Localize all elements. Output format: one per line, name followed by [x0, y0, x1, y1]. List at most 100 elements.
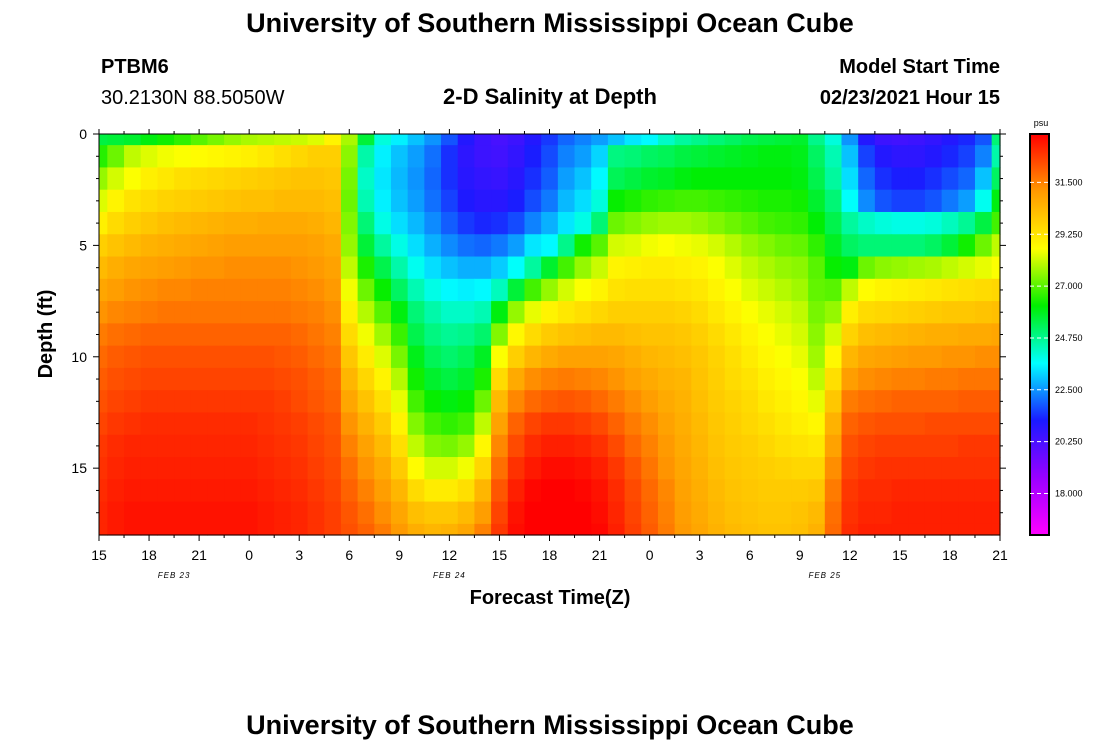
heatmap-cell — [424, 479, 442, 503]
heatmap-cell — [574, 345, 592, 369]
heatmap-cell — [207, 345, 225, 369]
heatmap-cell — [224, 501, 242, 525]
heatmap-cell — [574, 278, 592, 302]
heatmap-cell — [657, 189, 676, 213]
heatmap-cell — [190, 323, 209, 347]
heatmap-cell — [858, 390, 876, 414]
heatmap-cell — [557, 457, 576, 480]
heatmap-cell — [691, 278, 709, 302]
heatmap-cell — [791, 345, 809, 369]
heatmap-cell — [474, 479, 492, 503]
heatmap-cell — [340, 367, 359, 391]
x-tick-label: 15 — [892, 547, 908, 563]
heatmap-cell — [374, 345, 392, 369]
heatmap-cell — [257, 234, 275, 258]
heatmap-cell — [174, 323, 192, 347]
heatmap-cell — [307, 523, 325, 536]
heatmap-cell — [541, 457, 559, 480]
heatmap-cell — [574, 323, 592, 347]
heatmap-cell — [99, 145, 108, 169]
heatmap-cell — [657, 256, 676, 280]
heatmap-cell — [974, 189, 993, 213]
heatmap-cell — [407, 501, 425, 525]
heatmap-cell — [107, 345, 125, 369]
heatmap-cell — [741, 145, 759, 169]
heatmap-cell — [374, 367, 392, 391]
heatmap-cell — [340, 523, 359, 536]
heatmap-cell — [741, 256, 759, 280]
heatmap-cell — [741, 434, 759, 458]
heatmap-cell — [274, 367, 292, 391]
heatmap-cell — [657, 434, 676, 458]
heatmap-cell — [474, 412, 492, 436]
heatmap-cell — [307, 189, 325, 213]
heatmap-cell — [390, 145, 409, 169]
heatmap-cell — [457, 457, 476, 480]
heatmap-cell — [274, 523, 292, 536]
heatmap-cell — [124, 323, 142, 347]
heatmap-cell — [424, 301, 442, 324]
heatmap-cell — [174, 278, 192, 302]
heatmap-cell — [441, 301, 459, 324]
heatmap-cell — [240, 323, 259, 347]
heatmap-cell — [991, 479, 1001, 503]
heatmap-cell — [374, 134, 392, 146]
heatmap-cell — [758, 301, 776, 324]
heatmap-cell — [774, 479, 793, 503]
heatmap-cell — [958, 211, 976, 235]
heatmap-cell — [541, 145, 559, 169]
heatmap-cell — [240, 134, 259, 146]
x-tick-label: 21 — [191, 547, 207, 563]
heatmap-cell — [858, 211, 876, 235]
heatmap-cell — [708, 345, 726, 369]
heatmap-cell — [290, 501, 309, 525]
heatmap-cell — [724, 256, 742, 280]
heatmap-cell — [557, 134, 576, 146]
heatmap-cell — [691, 323, 709, 347]
heatmap-cell — [858, 134, 876, 146]
heatmap-cell — [641, 457, 659, 480]
heatmap-cell — [908, 345, 926, 369]
heatmap-cell — [524, 479, 542, 503]
heatmap-cell — [324, 167, 342, 191]
heatmap-cell — [674, 134, 692, 146]
heatmap-cell — [307, 301, 325, 324]
heatmap-cell — [107, 501, 125, 525]
heatmap-cell — [591, 301, 609, 324]
heatmap-cell — [157, 134, 175, 146]
heatmap-cell — [441, 256, 459, 280]
heatmap-cell — [941, 134, 959, 146]
x-tick-label: 3 — [696, 547, 704, 563]
heatmap-cell — [657, 323, 676, 347]
heatmap-cell — [941, 412, 959, 436]
heatmap-cell — [824, 367, 843, 391]
heatmap-cell — [190, 211, 209, 235]
heatmap-cell — [924, 457, 943, 480]
heatmap-cell — [324, 345, 342, 369]
heatmap-cell — [257, 167, 275, 191]
heatmap-cell — [240, 412, 259, 436]
heatmap-cell — [791, 367, 809, 391]
heatmap-cell — [407, 390, 425, 414]
heatmap-cell — [808, 278, 826, 302]
heatmap-cell — [991, 501, 1001, 525]
heatmap-cell — [140, 501, 158, 525]
heatmap-cell — [124, 457, 142, 480]
heatmap-cell — [774, 412, 793, 436]
heatmap-cell — [607, 323, 626, 347]
heatmap-cell — [791, 167, 809, 191]
heatmap-cell — [808, 457, 826, 480]
heatmap-cell — [808, 390, 826, 414]
heatmap-cell — [974, 301, 993, 324]
heatmap-cell — [324, 323, 342, 347]
heatmap-cell — [257, 278, 275, 302]
heatmap-cell — [891, 134, 909, 146]
heatmap-cell — [624, 301, 642, 324]
heatmap-cell — [491, 412, 509, 436]
heatmap-cell — [124, 367, 142, 391]
heatmap-cell — [691, 145, 709, 169]
heatmap-cell — [99, 234, 108, 258]
heatmap-cell — [491, 323, 509, 347]
heatmap-cell — [708, 211, 726, 235]
